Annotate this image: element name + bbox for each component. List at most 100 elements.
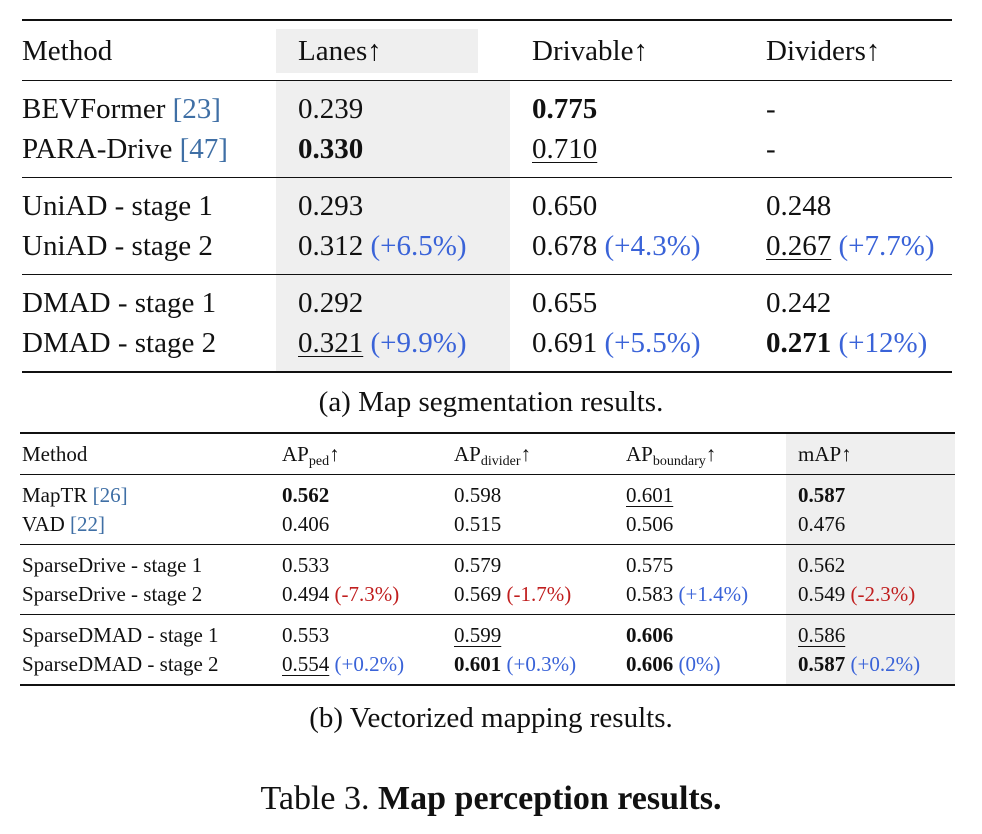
citation-link[interactable]: [47] xyxy=(179,133,228,165)
ap-ped-cell: 0.554 (+0.2%) xyxy=(270,650,442,686)
method-cell: UniAD - stage 2 xyxy=(22,230,213,262)
subcaption-a: (a) Map segmentation results. xyxy=(318,386,664,418)
table-row: PARA-Drive [47] 0.330 0.710 - xyxy=(22,129,952,178)
header-drivable: Drivable↑ xyxy=(510,19,744,81)
table-row: VAD [22] 0.406 0.515 0.506 0.476 xyxy=(20,510,955,545)
ap-ped-cell: 0.533 xyxy=(270,544,442,580)
ap-divider-cell: 0.599 xyxy=(442,614,614,650)
vectorized-mapping-table: Method APped↑ APdivider↑ APboundary↑ mAP… xyxy=(20,432,955,686)
table-row: DMAD - stage 2 0.321 (+9.9%) 0.691 (+5.5… xyxy=(22,323,952,373)
drivable-cell: 0.655 xyxy=(510,274,744,323)
table-row: SparseDrive - stage 1 0.533 0.579 0.575 … xyxy=(20,544,955,580)
ap-boundary-cell: 0.575 xyxy=(614,544,786,580)
header-ap-boundary: APboundary↑ xyxy=(614,432,786,475)
ap-boundary-cell: 0.606 xyxy=(614,614,786,650)
header-map: mAP↑ xyxy=(786,432,955,475)
lanes-cell: 0.321 (+9.9%) xyxy=(276,323,510,373)
delta-value: (-7.3%) xyxy=(334,582,400,606)
ap-divider-cell: 0.598 xyxy=(442,474,614,510)
drivable-cell: 0.678 (+4.3%) xyxy=(532,230,701,262)
drivable-cell: 0.650 xyxy=(510,177,744,226)
delta-value: (-1.7%) xyxy=(506,582,572,606)
dividers-cell: - xyxy=(766,133,776,165)
lanes-cell: 0.239 xyxy=(276,80,510,129)
header-method: Method xyxy=(20,432,270,475)
citation-link[interactable]: [23] xyxy=(172,93,221,125)
method-cell: MapTR [26] xyxy=(20,474,270,510)
ap-divider-cell: 0.579 xyxy=(442,544,614,580)
ap-boundary-cell: 0.601 xyxy=(614,474,786,510)
delta-value: (+0.2%) xyxy=(850,652,921,676)
table-row: BEVFormer [23] 0.239 0.775 - xyxy=(22,80,952,129)
table-row: SparseDrive - stage 2 0.494 (-7.3%) 0.56… xyxy=(20,580,955,615)
ap-ped-cell: 0.553 xyxy=(270,614,442,650)
table-row: DMAD - stage 1 0.292 0.655 0.242 xyxy=(22,274,952,323)
method-cell: SparseDMAD - stage 2 xyxy=(20,650,270,686)
lanes-cell: 0.292 xyxy=(276,274,510,323)
delta-value: (+0.3%) xyxy=(506,652,577,676)
citation-link[interactable]: [22] xyxy=(70,512,106,536)
method-cell: DMAD - stage 1 xyxy=(22,274,276,323)
map-segmentation-table: Method Lanes↑ Drivable↑ Dividers↑ BEVFor… xyxy=(22,19,952,373)
map-cell: 0.562 xyxy=(786,544,955,580)
method-cell: PARA-Drive [47] xyxy=(22,133,228,165)
drivable-cell: 0.691 (+5.5%) xyxy=(510,323,744,373)
table-row: SparseDMAD - stage 2 0.554 (+0.2%) 0.601… xyxy=(20,650,955,686)
delta-value: (+9.9%) xyxy=(370,327,467,359)
map-cell: 0.549 (-2.3%) xyxy=(786,580,955,615)
header-method: Method xyxy=(22,19,276,81)
method-cell: SparseDMAD - stage 1 xyxy=(20,614,270,650)
delta-value: (0%) xyxy=(678,652,721,676)
dividers-cell: 0.271 (+12%) xyxy=(744,323,952,373)
table-row: UniAD - stage 2 0.312 (+6.5%) 0.678 (+4.… xyxy=(22,226,952,275)
table-row: SparseDMAD - stage 1 0.553 0.599 0.606 0… xyxy=(20,614,955,650)
method-cell: DMAD - stage 2 xyxy=(22,323,276,373)
ap-boundary-cell: 0.606 (0%) xyxy=(614,650,786,686)
table-header-row: Method APped↑ APdivider↑ APboundary↑ mAP… xyxy=(20,432,955,475)
drivable-cell: 0.775 xyxy=(510,80,744,129)
lanes-cell: 0.312 (+6.5%) xyxy=(276,226,510,275)
dividers-cell: 0.267 (+7.7%) xyxy=(766,230,935,262)
ap-ped-cell: 0.406 xyxy=(282,512,330,536)
map-cell: 0.587 xyxy=(786,474,955,510)
delta-value: (+0.2%) xyxy=(334,652,405,676)
table-row: UniAD - stage 1 0.293 0.650 0.248 xyxy=(22,177,952,226)
delta-value: (+12%) xyxy=(838,327,928,359)
header-dividers: Dividers↑ xyxy=(744,19,952,81)
method-cell: UniAD - stage 1 xyxy=(22,177,276,226)
subcaption-b: (b) Vectorized mapping results. xyxy=(309,702,673,734)
dividers-cell: - xyxy=(744,80,952,129)
lanes-cell: 0.330 xyxy=(276,129,510,178)
delta-value: (+5.5%) xyxy=(604,327,701,359)
map-cell: 0.476 xyxy=(786,510,955,545)
lanes-cell: 0.293 xyxy=(276,177,510,226)
delta-value: (+4.3%) xyxy=(604,230,701,262)
method-cell: BEVFormer [23] xyxy=(22,80,276,129)
ap-divider-cell: 0.569 (-1.7%) xyxy=(454,582,572,606)
delta-value: (+6.5%) xyxy=(370,230,467,262)
delta-value: (+7.7%) xyxy=(838,230,935,262)
method-cell: SparseDrive - stage 2 xyxy=(22,582,203,606)
map-cell: 0.586 xyxy=(786,614,955,650)
method-cell: VAD [22] xyxy=(22,512,106,536)
map-cell: 0.587 (+0.2%) xyxy=(786,650,955,686)
header-ap-divider: APdivider↑ xyxy=(442,432,614,475)
ap-boundary-cell: 0.583 (+1.4%) xyxy=(626,582,749,606)
table-row: MapTR [26] 0.562 0.598 0.601 0.587 xyxy=(20,474,955,510)
dividers-cell: 0.242 xyxy=(744,274,952,323)
ap-divider-cell: 0.601 (+0.3%) xyxy=(442,650,614,686)
ap-boundary-cell: 0.506 xyxy=(626,512,674,536)
table-header-row: Method Lanes↑ Drivable↑ Dividers↑ xyxy=(22,19,952,81)
citation-link[interactable]: [26] xyxy=(92,483,128,507)
drivable-cell: 0.710 xyxy=(532,133,598,165)
method-cell: SparseDrive - stage 1 xyxy=(20,544,270,580)
delta-value: (+1.4%) xyxy=(678,582,749,606)
table-caption: Table 3. Map perception results. xyxy=(260,780,722,817)
header-ap-ped: APped↑ xyxy=(270,432,442,475)
dividers-cell: 0.248 xyxy=(744,177,952,226)
header-lanes: Lanes↑ xyxy=(276,19,510,81)
ap-ped-cell: 0.562 xyxy=(270,474,442,510)
ap-ped-cell: 0.494 (-7.3%) xyxy=(282,582,400,606)
ap-divider-cell: 0.515 xyxy=(454,512,502,536)
delta-value: (-2.3%) xyxy=(850,582,916,606)
